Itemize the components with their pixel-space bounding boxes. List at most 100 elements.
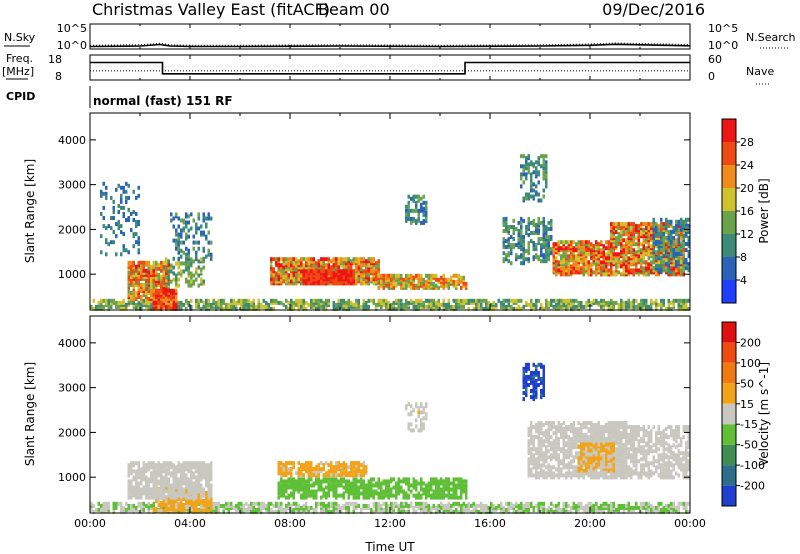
range-cell — [290, 493, 293, 498]
range-cell — [217, 503, 220, 508]
range-cell — [450, 507, 453, 512]
range-cell — [515, 253, 518, 258]
range-cell — [637, 302, 640, 307]
range-cell — [185, 256, 188, 261]
range-cell — [137, 270, 140, 275]
range-cell — [135, 224, 138, 229]
range-cell — [615, 264, 618, 269]
range-cell — [632, 304, 635, 309]
range-cell — [342, 300, 345, 305]
range-cell — [152, 268, 155, 273]
range-cell — [567, 503, 570, 508]
range-cell — [682, 300, 685, 305]
range-cell — [537, 220, 540, 225]
range-cell — [312, 269, 315, 274]
range-cell — [542, 501, 545, 506]
range-cell — [470, 298, 473, 303]
range-cell — [100, 250, 103, 255]
range-cell — [665, 507, 668, 512]
range-cell — [440, 505, 443, 510]
range-cell — [582, 270, 585, 275]
range-cell — [267, 302, 270, 307]
range-cell — [367, 304, 370, 309]
range-cell — [195, 481, 198, 486]
range-cell — [105, 195, 108, 200]
range-cell — [102, 181, 105, 186]
cpid-panel: CPID normal (fast) 151 RF — [6, 86, 233, 108]
freq-left-tick-top: 18 — [48, 53, 62, 66]
range-cell — [230, 306, 233, 311]
range-cell — [197, 483, 200, 488]
range-cell — [197, 300, 200, 305]
range-cell — [557, 298, 560, 303]
range-cell — [162, 483, 165, 488]
range-cell — [607, 509, 610, 514]
range-cell — [407, 279, 410, 284]
range-cell — [415, 283, 418, 288]
range-cell — [175, 465, 178, 470]
range-cell — [267, 509, 270, 514]
range-cell — [640, 505, 643, 510]
range-cell — [610, 244, 613, 249]
range-cell — [507, 302, 510, 307]
range-cell — [187, 256, 190, 261]
range-cell — [395, 306, 398, 311]
range-cell — [550, 251, 553, 256]
range-cell — [152, 270, 155, 275]
range-cell — [312, 507, 315, 512]
range-cell — [500, 509, 503, 514]
range-cell — [172, 216, 175, 221]
range-cell — [202, 493, 205, 498]
cpid-entry: normal (fast) 151 RF — [93, 94, 233, 108]
range-cell — [392, 285, 395, 290]
range-cell — [590, 250, 593, 255]
range-cell — [197, 509, 200, 513]
range-cell — [120, 205, 123, 210]
range-cell — [540, 154, 543, 159]
range-cell — [277, 509, 280, 514]
range-cell — [205, 234, 208, 239]
range-cell — [125, 501, 128, 506]
range-cell — [312, 279, 315, 284]
range-cell — [207, 212, 210, 217]
range-cell — [285, 257, 288, 262]
range-cell — [417, 273, 420, 278]
range-cell — [185, 212, 188, 217]
range-cell — [642, 298, 645, 303]
range-cell — [317, 298, 320, 303]
range-cell — [177, 242, 180, 247]
range-cell — [630, 300, 633, 305]
range-cell — [527, 302, 530, 307]
range-cell — [260, 509, 263, 514]
range-cell — [260, 302, 263, 307]
range-cell — [685, 304, 688, 309]
colorbar-tick-label: 28 — [740, 136, 754, 149]
range-cell — [135, 302, 138, 307]
range-cell — [430, 285, 433, 290]
range-cell — [155, 266, 158, 271]
range-cell — [310, 265, 313, 270]
range-cell — [615, 262, 618, 267]
range-cell — [215, 505, 218, 510]
range-cell — [402, 285, 405, 290]
range-cell — [205, 222, 208, 227]
range-cell — [270, 501, 273, 506]
range-cell — [167, 487, 170, 492]
range-cell — [660, 226, 663, 231]
range-cell — [525, 166, 528, 171]
range-cell — [610, 236, 613, 241]
range-cell — [187, 228, 190, 233]
range-cell — [190, 304, 193, 309]
range-cell — [135, 493, 138, 498]
range-cell — [202, 498, 205, 503]
range-cell — [442, 503, 445, 508]
range-cell — [592, 507, 595, 512]
range-cell — [310, 263, 313, 268]
range-cell — [447, 509, 450, 514]
range-cell — [565, 246, 568, 251]
range-cell — [292, 281, 295, 286]
range-cell — [165, 257, 168, 262]
range-cell — [115, 300, 118, 305]
range-cell — [127, 483, 130, 488]
range-cell — [287, 493, 290, 498]
